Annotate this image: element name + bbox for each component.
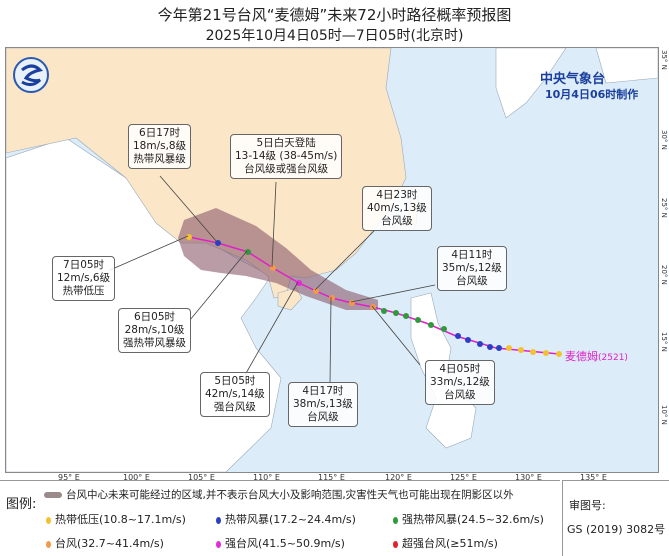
forecast-label-5: 5日白天登陆 13-14级 (38-45m/s) 台风级或强台风级 [230,134,343,179]
track-point [415,317,421,323]
legend-item-td: 热带低压(10.8~17.1m/s) [46,511,186,527]
track-point [441,326,447,332]
lat-label: 15° N [660,332,668,352]
track-point [393,310,399,316]
lon-label: 135° E [580,473,607,482]
forecast-track [188,236,560,355]
track-point [329,295,335,301]
track-point [465,337,471,343]
map-subtitle: 2025年10月4日05时—7日05时(北京时) [205,28,464,44]
track-point [245,249,251,255]
track-point [381,308,387,314]
agency-made-time: 10月4日06时制作 [545,88,639,101]
legend-item-ts: 热带风暴(17.2~24.4m/s) [216,511,356,527]
lon-label: 115° E [318,473,345,482]
legend-title: 图例: [6,497,37,512]
legend-item-sts: 强热带风暴(24.5~32.6m/s) [393,511,544,527]
legend-dot-icon [393,540,398,548]
lon-label: 95° E [58,473,80,482]
track-point [496,345,502,351]
legend-item-sty: 强台风(41.5~50.9m/s) [216,535,345,551]
forecast-label-1: 4日11时 35m/s,12级 台风级 [437,246,507,291]
lat-label: 30° N [660,130,668,150]
track-point [543,350,549,356]
typhoon-name: 麦德姆 [565,350,598,363]
legend-item-ty: 台风(32.7~41.4m/s) [46,535,164,551]
lon-label: 125° E [450,473,477,482]
review-label: 审图号: [569,499,606,512]
legend-dot-icon [393,516,398,524]
track-point [477,341,483,347]
typhoon-code: (2521) [598,353,628,363]
track-point [455,333,461,339]
track-point [506,345,512,351]
track-point [186,234,192,240]
agency-name: 中央气象台 [540,72,606,87]
forecast-label-8: 7日05时 12m/s,6级 热带低压 [52,256,116,301]
forecast-label-2: 4日17时 38m/s,13级 台风级 [288,382,358,427]
lat-label: 20° N [660,265,668,285]
legend-dot-icon [46,516,51,524]
forecast-label-3: 4日23时 40m/s,13级 台风级 [362,186,432,231]
track-point [518,347,524,353]
forecast-label-7: 6日17时 18m/s,8级 热带风暴级 [128,124,192,169]
japan-korea [495,48,658,119]
cma-logo [13,57,49,93]
forecast-label-4: 5日05时 42m/s,14级 强台风级 [200,372,270,417]
track-point [313,288,319,294]
review-number-box: 审图号: GS (2019) 3082号 [562,480,669,556]
legend-dot-icon [46,540,51,548]
legend: 图例: 台风中心未来可能经过的区域,并不表示台风大小及影响范围,灾害性天气也可能… [0,480,560,556]
cone-swatch-icon [44,492,62,498]
forecast-label-6: 6日05时 28m/s,10级 强热带风暴级 [118,308,191,353]
track-point [270,265,276,271]
legend-dot-icon [216,516,221,524]
probability-cone [178,208,378,310]
legend-cone: 台风中心未来可能经过的区域,并不表示台风大小及影响范围,灾害性天气也可能出现在阴… [44,487,514,502]
track-point [556,351,562,357]
track-point [428,322,434,328]
lon-label: 130° E [515,473,542,482]
track-point [403,313,409,319]
lat-label: 25° N [660,198,668,218]
legend-item-super-ty: 超强台风(≥51m/s) [393,535,498,551]
map-title: 今年第21号台风“麦德姆”未来72小时路径概率预报图 [157,6,512,24]
legend-dot-icon [216,540,221,548]
review-number: GS (2019) 3082号 [567,523,666,536]
forecast-label-0: 4日05时 33m/s,12级 台风级 [425,360,495,405]
lon-label: 110° E [253,473,280,482]
track-point [296,280,302,286]
lon-label: 120° E [385,473,412,482]
lon-label: 100° E [123,473,150,482]
typhoon-name-label: 麦德姆(2521) [565,348,628,364]
track-point [530,349,536,355]
lat-label: 10° N [660,405,668,425]
lon-label: 105° E [188,473,215,482]
track-point [487,344,493,350]
lat-label: 35° N [660,50,668,70]
